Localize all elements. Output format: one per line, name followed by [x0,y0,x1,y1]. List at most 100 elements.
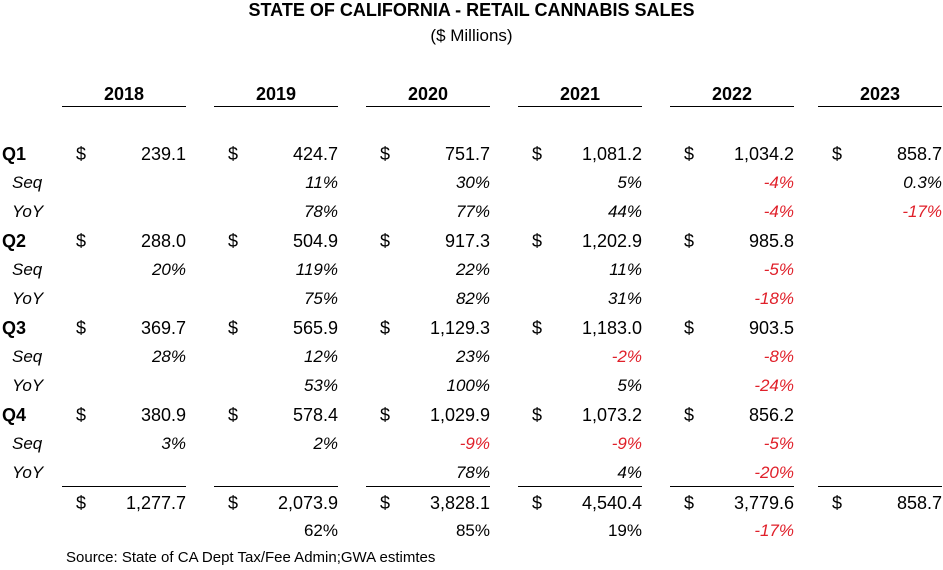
seq-growth: 11% [609,260,642,279]
seq-growth: -5% [763,434,794,453]
yoy-growth: 77% [455,202,490,221]
header-rule [214,106,338,107]
seq-label: Seq [12,434,43,453]
currency-symbol: $ [832,144,843,164]
currency-symbol: $ [76,493,87,513]
total-rule [214,486,338,487]
sales-value: 1,034.2 [733,144,794,164]
seq-growth: -2% [611,347,642,366]
yoy-growth: -4% [763,202,794,221]
currency-symbol: $ [532,144,543,164]
quarter-label: Q2 [2,231,27,251]
sales-value: 917.3 [444,231,490,251]
seq-growth: 12% [303,347,338,366]
currency-symbol: $ [380,231,391,251]
seq-growth: 119% [295,260,338,279]
annual-growth: -17% [754,521,794,540]
currency-symbol: $ [76,231,87,251]
seq-growth: 20% [151,260,186,279]
header-rule [670,106,794,107]
sales-value: 288.0 [140,231,186,251]
source-note: Source: State of CA Dept Tax/Fee Admin;G… [66,549,436,566]
seq-label: Seq [12,173,43,192]
seq-growth: 5% [617,173,642,192]
currency-symbol: $ [76,318,87,338]
yoy-growth: -18% [754,289,794,308]
currency-symbol: $ [532,231,543,251]
sales-value: 380.9 [140,405,186,425]
annual-total: 858.7 [896,493,942,513]
yoy-growth: 5% [617,376,642,395]
yoy-growth: 78% [303,202,338,221]
sales-value: 985.8 [748,231,794,251]
header-rule [518,106,642,107]
seq-growth: 11% [305,173,338,192]
currency-symbol: $ [380,493,391,513]
annual-total: 1,277.7 [125,493,186,513]
yoy-growth: 31% [607,289,642,308]
sales-value: 1,029.9 [429,405,490,425]
sales-value: 858.7 [896,144,942,164]
seq-label: Seq [12,347,43,366]
year-header: 2019 [255,84,297,104]
annual-growth: 19% [607,521,642,540]
sales-value: 504.9 [292,231,338,251]
seq-growth: 3% [161,434,186,453]
yoy-label: YoY [12,202,44,221]
sales-value: 239.1 [140,144,186,164]
sales-value: 903.5 [748,318,794,338]
currency-symbol: $ [380,405,391,425]
yoy-growth: 53% [303,376,338,395]
currency-symbol: $ [684,231,695,251]
seq-growth: 2% [313,434,338,453]
seq-growth: 22% [455,260,490,279]
header-rule [62,106,186,107]
currency-symbol: $ [228,405,239,425]
currency-symbol: $ [228,318,239,338]
sales-value: 1,081.2 [581,144,642,164]
currency-symbol: $ [228,493,239,513]
currency-symbol: $ [532,493,543,513]
yoy-growth: -24% [754,376,794,395]
currency-symbol: $ [76,144,87,164]
seq-growth: 30% [455,173,490,192]
total-rule [818,486,942,487]
yoy-growth: 75% [303,289,338,308]
header-rule [366,106,490,107]
year-header: 2023 [859,84,901,104]
yoy-growth: 100% [446,376,490,395]
sales-value: 1,073.2 [581,405,642,425]
sales-value: 1,202.9 [581,231,642,251]
currency-symbol: $ [684,493,695,513]
seq-growth: -9% [611,434,642,453]
sales-value: 565.9 [292,318,338,338]
yoy-label: YoY [12,463,44,482]
annual-total: 3,779.6 [733,493,794,513]
sales-value: 856.2 [748,405,794,425]
currency-symbol: $ [532,405,543,425]
annual-total: 3,828.1 [429,493,490,513]
yoy-label: YoY [12,289,44,308]
yoy-growth: -20% [754,463,794,482]
total-rule [518,486,642,487]
seq-label: Seq [12,260,43,279]
quarter-label: Q1 [2,144,27,164]
currency-symbol: $ [532,318,543,338]
seq-growth: -8% [763,347,794,366]
total-rule [366,486,490,487]
sales-value: 424.7 [292,144,338,164]
yoy-growth: 4% [617,463,642,482]
total-rule [670,486,794,487]
header-rule [818,106,942,107]
yoy-label: YoY [12,376,44,395]
seq-growth: 0.3% [903,173,942,192]
seq-growth: -4% [763,173,794,192]
yoy-growth: -17% [902,202,942,221]
currency-symbol: $ [228,144,239,164]
currency-symbol: $ [684,405,695,425]
sales-value: 1,183.0 [581,318,642,338]
year-header: 2018 [103,84,145,104]
currency-symbol: $ [684,144,695,164]
quarter-label: Q3 [2,318,27,338]
year-header: 2021 [559,84,601,104]
